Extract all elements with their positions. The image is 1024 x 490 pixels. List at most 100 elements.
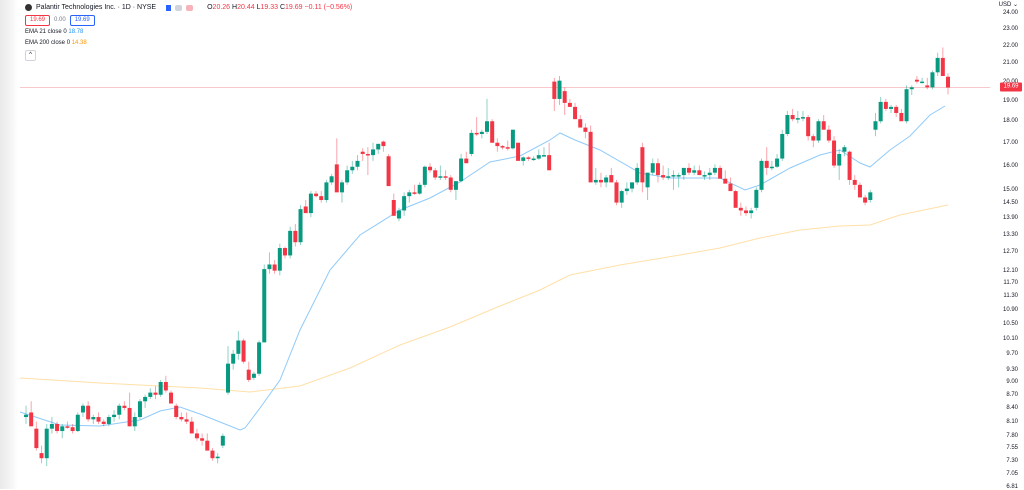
candle <box>733 191 738 208</box>
candle <box>920 81 925 84</box>
price-tick: 7.80 <box>1006 432 1018 439</box>
candle <box>816 121 821 141</box>
candle <box>837 153 842 166</box>
candle <box>567 102 572 107</box>
candle <box>257 342 262 374</box>
candle <box>749 210 754 214</box>
candle <box>795 118 800 120</box>
candle <box>588 131 593 183</box>
price-tick: 11.70 <box>1003 280 1018 287</box>
candle <box>438 176 443 178</box>
ema21-legend[interactable]: EMA 21 close 0 18.78 <box>25 29 84 35</box>
candle <box>396 210 401 219</box>
candle <box>319 196 324 200</box>
buy-button[interactable]: 19.69 <box>69 14 95 26</box>
ema21-line <box>19 105 946 431</box>
candle <box>49 423 54 429</box>
candle <box>609 175 614 183</box>
bid-ask-row: 19.69 0.00 19.69 <box>25 13 352 27</box>
candle <box>619 191 624 203</box>
candle <box>106 417 111 424</box>
candle <box>137 401 142 418</box>
currency-selector[interactable]: USD ⌄ <box>998 2 1018 8</box>
price-tick: 6.81 <box>1006 483 1018 490</box>
candle <box>360 151 365 154</box>
price-tick: 15.00 <box>1002 186 1018 193</box>
candle <box>909 87 914 90</box>
candle <box>314 193 319 197</box>
candle <box>557 80 562 99</box>
candle <box>769 166 774 169</box>
candle <box>759 160 764 190</box>
candle <box>485 121 489 132</box>
candle <box>169 392 174 404</box>
candle <box>593 179 598 183</box>
candle <box>324 182 329 200</box>
candle <box>490 121 495 143</box>
price-tick: 12.10 <box>1002 267 1018 274</box>
price-tick: 13.30 <box>1002 232 1018 239</box>
candle <box>852 179 857 185</box>
candle <box>371 149 376 156</box>
chart-legend: Palantir Technologies Inc. · 1D · NYSE O… <box>25 2 352 61</box>
candle <box>583 127 588 132</box>
price-tick: 7.05 <box>1006 470 1018 477</box>
candle <box>598 179 603 183</box>
candle <box>70 427 75 432</box>
candle <box>857 184 862 198</box>
candle <box>764 160 769 168</box>
candle <box>474 132 479 135</box>
price-tick: 16.00 <box>1002 162 1018 169</box>
candle <box>707 172 712 176</box>
candle <box>448 177 453 190</box>
candle <box>630 182 635 189</box>
candle <box>743 210 748 214</box>
candle <box>899 112 904 122</box>
candle <box>407 192 412 197</box>
price-tick: 13.90 <box>1002 215 1018 222</box>
symbol-row: Palantir Technologies Inc. · 1D · NYSE O… <box>25 2 352 13</box>
candle <box>536 155 541 159</box>
price-tick: 10.10 <box>1002 335 1018 342</box>
candle <box>800 117 805 119</box>
candle <box>179 417 184 420</box>
market-status-icon[interactable] <box>186 4 194 11</box>
price-tick: 12.70 <box>1002 249 1018 256</box>
candle <box>573 106 578 120</box>
candle <box>334 164 339 193</box>
candle <box>868 192 873 200</box>
candle <box>661 175 666 178</box>
candle <box>80 405 85 413</box>
candle <box>697 170 702 176</box>
candle <box>516 142 521 161</box>
price-axis[interactable]: USD ⌄ 24.00 23.00 22.00 21.00 20.00 19.00 18.0… <box>990 0 1024 490</box>
candle <box>345 170 350 183</box>
candle <box>806 117 811 137</box>
candle <box>34 428 39 449</box>
candle <box>946 76 950 88</box>
candle <box>541 155 546 157</box>
candle <box>676 175 681 177</box>
collapse-legend-button[interactable]: ^ <box>25 50 36 61</box>
symbol-title[interactable]: Palantir Technologies Inc. · 1D · NYSE <box>36 4 157 11</box>
flag-icon[interactable] <box>166 4 172 11</box>
ema200-legend[interactable]: EMA 200 close 0 14.38 <box>25 40 87 46</box>
spread-value: 0.00 <box>54 17 66 23</box>
candle <box>883 101 888 109</box>
candle <box>391 199 396 216</box>
price-tick: 19.00 <box>1002 97 1018 104</box>
sell-button[interactable]: 19.69 <box>25 14 51 26</box>
candle <box>288 230 293 256</box>
candle <box>220 435 225 446</box>
candle <box>402 196 407 211</box>
candle <box>127 407 132 427</box>
candle <box>889 106 894 109</box>
candle <box>624 188 629 192</box>
candle <box>158 382 163 395</box>
candle <box>215 456 220 459</box>
candle <box>723 178 728 184</box>
candle <box>790 115 795 120</box>
eye-toggle-icon[interactable] <box>175 4 183 11</box>
candle <box>39 453 44 459</box>
